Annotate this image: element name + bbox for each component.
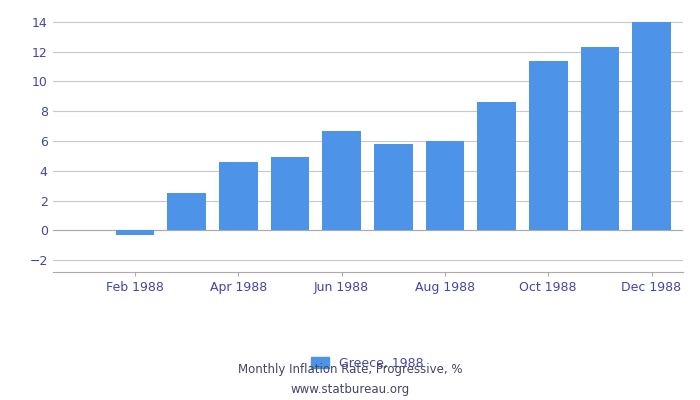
Bar (167, 193, 206, 230)
Text: www.statbureau.org: www.statbureau.org (290, 384, 410, 396)
Bar (219, 162, 258, 230)
Bar (426, 141, 464, 230)
Bar (632, 22, 671, 230)
Bar (116, 230, 155, 235)
Bar (271, 157, 309, 230)
Bar (529, 61, 568, 230)
Bar (374, 144, 413, 230)
Legend: Greece, 1988: Greece, 1988 (307, 352, 428, 375)
Bar (477, 102, 516, 230)
Bar (580, 47, 620, 230)
Bar (322, 130, 361, 230)
Text: Monthly Inflation Rate, Progressive, %: Monthly Inflation Rate, Progressive, % (238, 364, 462, 376)
